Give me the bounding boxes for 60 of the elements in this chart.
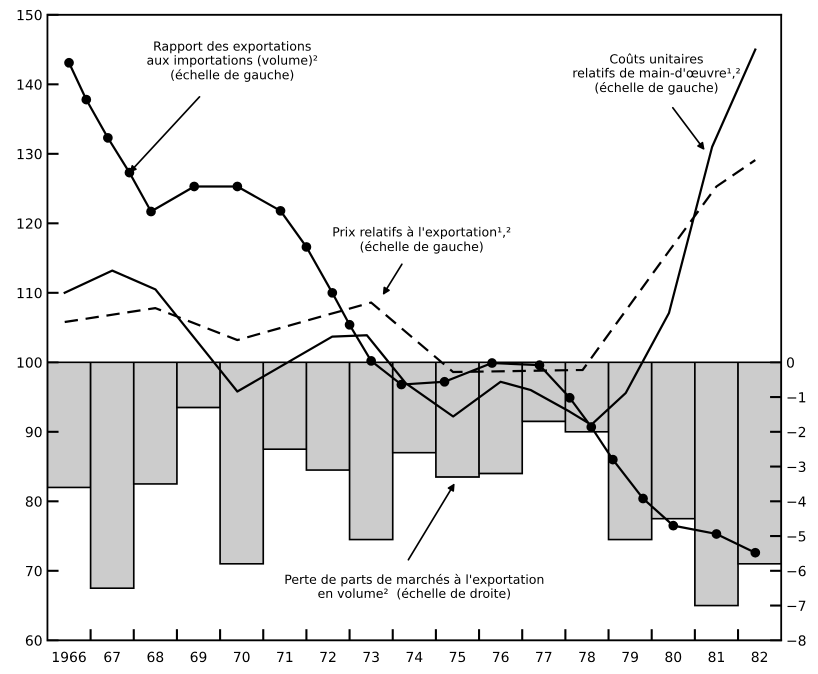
point [146, 206, 156, 216]
y-tick-label: 90 [26, 426, 42, 438]
x-tick-label: 68 [147, 652, 164, 662]
y-tick-label: 140 [18, 79, 42, 90]
point [564, 392, 575, 403]
point [64, 58, 74, 68]
point [276, 206, 286, 216]
y2-tick-label: −7 [788, 600, 806, 611]
y2-tick-label: −6 [788, 566, 806, 576]
point [668, 520, 678, 530]
point [302, 242, 312, 252]
x-tick-label: 82 [752, 652, 768, 662]
x-tick-label: 79 [622, 652, 638, 662]
x-tick-label: 76 [492, 652, 509, 662]
y2-tick-label: −4 [788, 496, 806, 507]
y-tick-label: 150 [18, 10, 42, 20]
point [232, 182, 242, 192]
point [81, 94, 92, 104]
y2-tick-label: −1 [788, 392, 806, 402]
y-tick-label: 100 [18, 357, 42, 368]
x-tick-label: 75 [450, 652, 466, 662]
y2-tick-label: −5 [788, 531, 806, 542]
point [487, 358, 497, 368]
point [103, 132, 113, 143]
point [750, 548, 760, 558]
point [534, 360, 544, 370]
x-tick-label: 73 [363, 652, 379, 662]
point [189, 182, 200, 192]
point [440, 376, 450, 387]
y-tick-label: 60 [26, 635, 42, 646]
y-tick-label: 120 [18, 218, 42, 229]
annotation: Prix relatifs à l'exportation¹,² (échelle de gauche) [333, 226, 510, 254]
x-tick-label: 1966 [52, 652, 86, 662]
x-tick-label: 77 [536, 652, 552, 662]
point [344, 320, 354, 330]
y-tick-label: 70 [26, 566, 42, 576]
y-tick-label: 80 [26, 496, 42, 507]
x-tick-label: 72 [320, 652, 336, 662]
x-tick-label: 67 [104, 652, 120, 662]
x-tick-label: 78 [579, 652, 595, 662]
x-tick-label: 69 [190, 652, 206, 662]
annotation: Perte de parts de marchés à l'exportation en volume² (échelle de droite) [285, 574, 544, 600]
x-tick-label: 71 [277, 652, 292, 662]
x-tick-label: 70 [234, 652, 250, 662]
point [608, 454, 618, 464]
y-tick-label: 130 [18, 148, 42, 160]
x-tick-label: 80 [665, 652, 682, 662]
point [327, 288, 338, 298]
annotation: Coûts unitaires relatifs de main-d'œuvre¹,² (échelle de gauche) [573, 53, 740, 95]
point [638, 494, 648, 504]
y2-tick-label: −2 [788, 426, 806, 438]
x-tick-label: 81 [708, 652, 724, 662]
y2-tick-label: −3 [788, 462, 806, 472]
y2-tick-label: 0 [786, 357, 794, 368]
y2-tick-label: −8 [788, 635, 806, 646]
point [712, 529, 722, 539]
y-tick-label: 110 [18, 288, 42, 298]
annotation: Rapport des exportations aux importations (volume)² (échelle de gauche) [147, 41, 318, 82]
x-tick-label: 74 [406, 652, 422, 662]
point [366, 356, 376, 366]
